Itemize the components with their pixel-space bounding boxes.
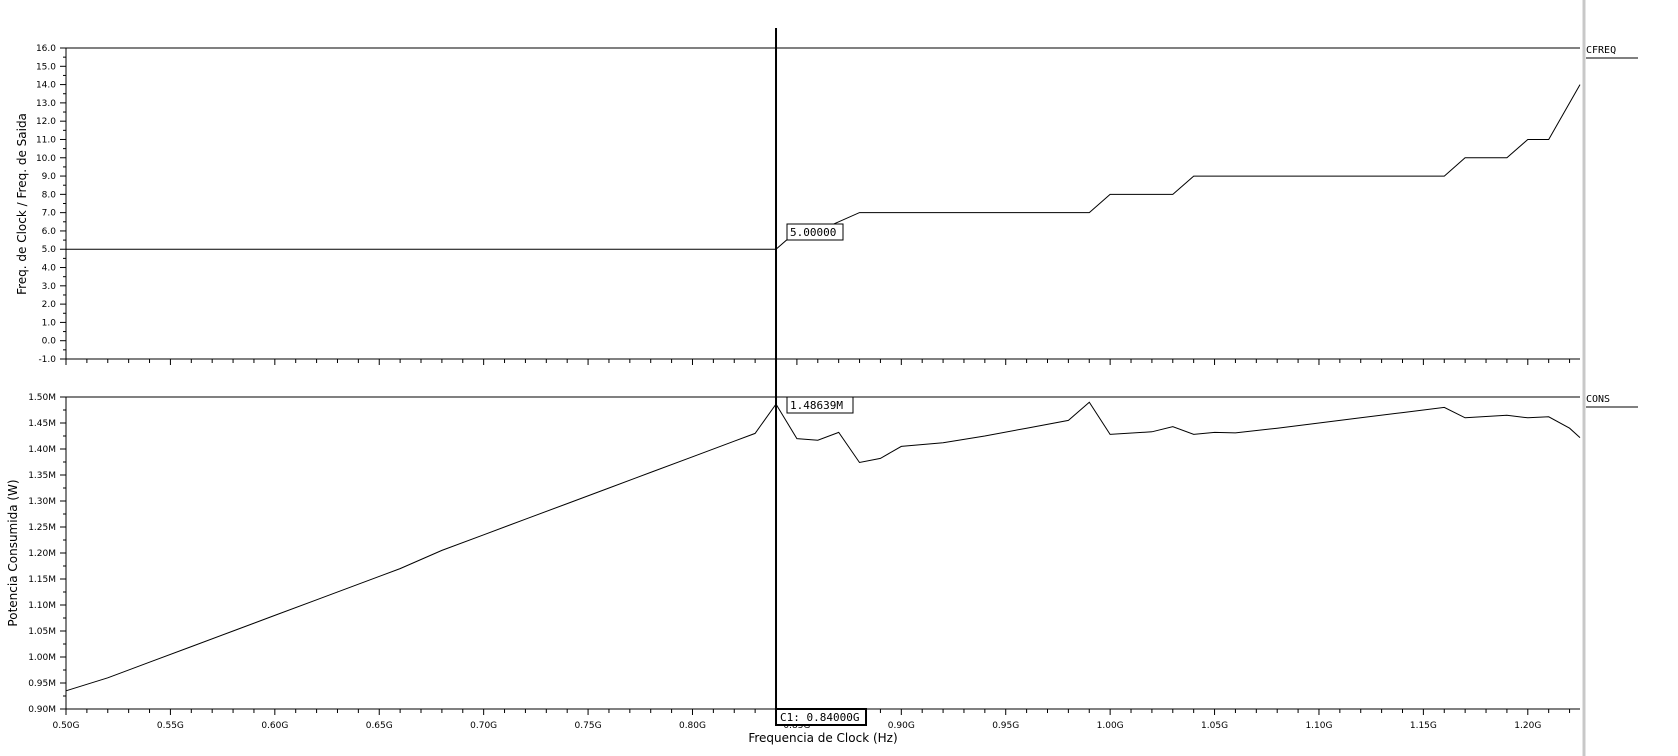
cursor-c1[interactable]: C1: 0.84000G (775, 28, 868, 726)
cons-y-tick-label: 1.35M (28, 471, 56, 481)
cons-x-tick-label: 0.60G (261, 721, 288, 731)
cfreq-y-tick-label: 3.0 (42, 282, 57, 292)
cfreq-y-ticks: -1.0 0.0 1.0 2.0 3.0 4.0 5.0 6.0 7.0 8.0 9.0 10.0 11… (36, 44, 66, 365)
cfreq-y-tick-label: 5.0 (42, 245, 57, 255)
cons-x-tick-label: 0.75G (575, 721, 602, 731)
cfreq-y-tick-label: -1.0 (38, 355, 56, 365)
cfreq-marker-value: 5.00000 (790, 226, 836, 239)
cons-x-tick-label: 0.65G (366, 721, 393, 731)
cfreq-y-tick-label: 16.0 (36, 44, 56, 54)
cfreq-y-tick-label: 6.0 (42, 227, 57, 237)
cfreq-signal-name[interactable]: CFREQ (1586, 45, 1616, 56)
cons-y-tick-label: 0.95M (28, 679, 56, 689)
cons-y-tick-label: 1.15M (28, 575, 56, 585)
cons-y-ticks: 0.90M 0.95M 1.00M 1.05M 1.10M 1.15M 1.20M 1.25M… (28, 393, 66, 715)
cursor-label: C1: 0.84000G (780, 711, 859, 724)
cons-y-tick-label: 1.05M (28, 627, 56, 637)
cons-x-tick-label: 1.10G (1305, 721, 1332, 731)
cfreq-y-tick-label: 4.0 (42, 264, 57, 274)
cfreq-y-tick-label: 0.0 (42, 337, 57, 347)
cfreq-y-tick-label: 14.0 (36, 81, 56, 91)
cfreq-marker-box (786, 223, 844, 241)
cons-y-tick-label: 0.90M (28, 705, 56, 715)
cfreq-y-tick-label: 7.0 (42, 209, 57, 219)
cfreq-panel: -1.0 0.0 1.0 2.0 3.0 4.0 5.0 6.0 7.0 8.0 9.0 10.0 11… (15, 44, 1638, 365)
cfreq-y-tick-label: 13.0 (36, 99, 56, 109)
cfreq-y-tick-label: 2.0 (42, 300, 57, 310)
cons-y-tick-label: 1.00M (28, 653, 56, 663)
cons-y-tick-label: 1.50M (28, 393, 56, 403)
cons-ylabel: Potencia Consumida (W) (6, 479, 20, 626)
cursor-label-box[interactable] (775, 708, 868, 726)
cfreq-y-tick-label: 10.0 (36, 154, 56, 164)
cfreq-marker-label: 5.00000 (786, 223, 844, 241)
cfreq-x-minor-ticks (65, 359, 1571, 365)
cons-x-tick-label: 0.95G (992, 721, 1019, 731)
cons-marker-value: 1.48639M (790, 399, 843, 412)
cons-marker-label: 1.48639M (786, 396, 854, 414)
cfreq-ylabel: Freq. de Clock / Freq. de Saida (15, 113, 29, 295)
cons-y-tick-label: 1.40M (28, 445, 56, 455)
cons-x-tick-label: 1.05G (1201, 721, 1228, 731)
cfreq-y-tick-label: 11.0 (36, 135, 56, 145)
cons-x-tick-label: 0.70G (470, 721, 497, 731)
cons-y-tick-label: 1.25M (28, 523, 56, 533)
cons-marker-box (786, 396, 854, 414)
cons-y-tick-label: 1.45M (28, 419, 56, 429)
cons-x-tick-label: 1.00G (1097, 721, 1124, 731)
cons-panel: 0.90M 0.95M 1.00M 1.05M 1.10M 1.15M 1.20M 1.25M… (6, 393, 1638, 745)
cons-x-tick-label: 1.15G (1410, 721, 1437, 731)
cons-xlabel: Frequencia de Clock (Hz) (748, 731, 897, 745)
cfreq-y-tick-label: 9.0 (42, 172, 57, 182)
cons-y-tick-label: 1.30M (28, 497, 56, 507)
cons-x-tick-label: 0.55G (157, 721, 184, 731)
cons-x-tick-label: 0.50G (52, 721, 79, 731)
cfreq-y-tick-label: 8.0 (42, 190, 57, 200)
cons-y-tick-label: 1.10M (28, 601, 56, 611)
cfreq-y-tick-label: 15.0 (36, 62, 56, 72)
cfreq-y-tick-label: 1.0 (42, 318, 57, 328)
cons-signal-name[interactable]: CONS (1586, 394, 1610, 405)
cons-x-tick-label: 1.20G (1514, 721, 1541, 731)
cons-x-tick-label: 0.90G (888, 721, 915, 731)
cons-y-tick-label: 1.20M (28, 549, 56, 559)
cons-series-line (65, 401, 1581, 692)
cons-x-tick-label: 0.80G (679, 721, 706, 731)
cfreq-y-tick-label: 12.0 (36, 117, 56, 127)
